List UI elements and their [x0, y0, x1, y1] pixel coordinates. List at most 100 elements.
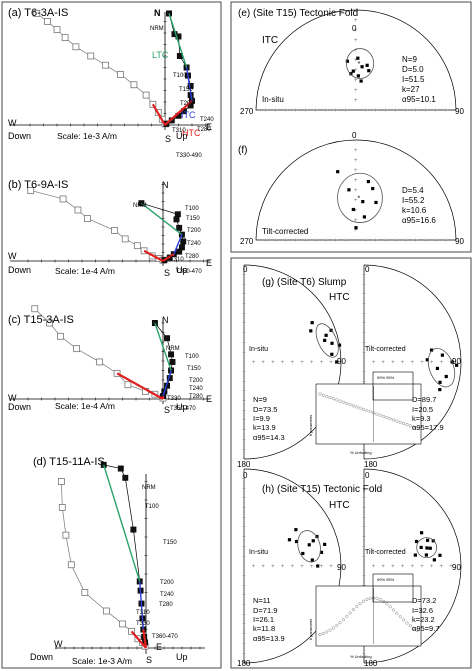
stereonet-point — [356, 74, 360, 78]
stereonet-cross: + — [374, 108, 378, 114]
left-panel-border — [1, 1, 222, 669]
fold-inset-curve-point — [341, 618, 345, 622]
slump-inset-curve-point — [392, 418, 396, 422]
quarter-net-cross: + — [362, 516, 366, 522]
zij-itc-fit — [139, 581, 144, 630]
svg-text:D=89.7: D=89.7 — [412, 395, 436, 404]
quarter-net-cross: + — [242, 447, 246, 453]
quarter-net-cross: + — [242, 651, 246, 657]
quarter-net-point — [335, 360, 339, 364]
quarter-net-cross: + — [320, 564, 324, 570]
quarter-net-point — [432, 558, 436, 562]
quarter-net-cross: + — [381, 564, 385, 570]
quarter-net-cross: + — [362, 302, 366, 308]
quarter-net-cross: + — [242, 486, 246, 492]
zij-label-t150: T150 — [163, 540, 177, 546]
stereonet-point — [351, 69, 355, 73]
quarter-net-point — [438, 380, 442, 384]
stereonet-cross: + — [364, 108, 368, 114]
quarter-net-cross: + — [310, 360, 314, 366]
fold-right-ninety: 90 — [452, 563, 461, 572]
svg-text:N=9: N=9 — [402, 55, 417, 64]
zij-label-t240: T240 — [200, 117, 214, 123]
zij-b-down: Down — [8, 265, 31, 275]
quarter-net-cross: + — [242, 525, 246, 531]
quarter-net-cross: + — [401, 360, 405, 366]
stereonet-cross: + — [394, 238, 398, 244]
fold-left-zero: 0 — [243, 471, 248, 480]
fold-inset-curve-point — [361, 599, 365, 603]
zij-label-t200: T200 — [160, 580, 174, 586]
svg-text:N=11: N=11 — [253, 596, 271, 605]
quarter-net-cross: + — [242, 312, 246, 318]
svg-text:D=5.4: D=5.4 — [402, 186, 424, 195]
slump-inset-curve-point — [358, 406, 362, 410]
quarter-net-cross: + — [362, 350, 366, 356]
zij-horizontal-point — [180, 238, 187, 245]
quarter-net-cross: + — [242, 273, 246, 279]
slump-inset-curve-point — [361, 407, 365, 411]
stereo-e-code: ITC — [262, 35, 278, 46]
zij-vertical-point — [142, 91, 150, 99]
stereonet-cross: + — [354, 148, 358, 154]
quarter-net-cross: + — [242, 428, 246, 434]
fold-right-net: +++++++++++++++++++++++++++ — [362, 468, 462, 664]
quarter-net-cross: + — [242, 516, 246, 522]
stereonet-cross: + — [344, 108, 348, 114]
stereonet-cross: + — [434, 108, 438, 114]
quarter-net-cross: + — [242, 535, 246, 541]
zij-vertical-point — [33, 10, 41, 17]
slump-left-180: 180 — [237, 460, 251, 469]
quarter-net-cross: + — [242, 379, 246, 385]
stereonet-cross: + — [334, 108, 338, 114]
stereonet-cross: + — [354, 38, 358, 44]
svg-text:I=51.5: I=51.5 — [402, 75, 425, 84]
svg-text:I=55.2: I=55.2 — [402, 196, 425, 205]
stereonets: ++++++++++ + + + + + + + + + + + + + + + + +*++++++++++ + +… — [242, 9, 462, 664]
stereonet-cross: + — [274, 238, 278, 244]
quarter-net-cross: + — [291, 564, 295, 570]
quarter-net-outline — [243, 264, 342, 460]
zij-label-nrm: NRM — [133, 203, 147, 209]
quarter-net-point — [287, 538, 292, 542]
stereonet-point — [356, 56, 360, 60]
quarter-net-cross: + — [362, 370, 366, 376]
fold-inset-curve-point — [402, 618, 406, 622]
quarter-net-cross: + — [271, 564, 275, 570]
zij-label-t100: T100 — [185, 206, 199, 212]
quarter-net-cross: + — [362, 554, 366, 560]
svg-text:k=11.8: k=11.8 — [253, 624, 275, 633]
quarter-net-point — [428, 546, 432, 550]
stereonet-cross: + — [424, 108, 428, 114]
slump-right-mode: Tilt-corrected — [365, 346, 406, 353]
stereonet-outline — [255, 9, 457, 111]
zij-label-t240: T240 — [189, 386, 203, 392]
quarter-net-cross: + — [242, 574, 246, 580]
zij-itc-fit — [173, 234, 183, 255]
slump-right-180: 180 — [364, 460, 378, 469]
slump-inset-curve-point — [331, 397, 335, 401]
fold-right-stats: D=73.2 I=32.6 k=23.2 α95=9.7 — [412, 596, 439, 633]
svg-text:I=9.9: I=9.9 — [253, 414, 270, 423]
zij-a-east: E — [206, 122, 212, 132]
stereonet-cross: + — [354, 228, 358, 234]
stereonet-point — [362, 215, 366, 219]
quarter-net-cross: + — [242, 331, 246, 337]
quarter-net-cross: + — [242, 321, 246, 327]
quarter-net-cross: + — [372, 564, 376, 570]
fold-inset-curve-point — [321, 631, 325, 635]
quarter-net-cross: + — [242, 282, 246, 288]
zij-label-t360-470: T360-470 — [152, 634, 178, 640]
zij-vertical-point — [121, 235, 129, 243]
zij-htc-fit-vertical — [151, 103, 166, 126]
quarter-net-cross: + — [281, 360, 285, 366]
quarter-net-cross: + — [261, 360, 265, 366]
quarter-net-cross: + — [242, 603, 246, 609]
svg-text:α95=14.3: α95=14.3 — [253, 433, 285, 442]
zij-c-down: Down — [8, 402, 31, 412]
zij-vertical-point — [46, 319, 53, 327]
quarter-net-point — [419, 545, 423, 550]
zij-label-t330: T330 — [136, 621, 150, 627]
fold-inset-curve-point — [318, 633, 322, 637]
stereonet-cross: + — [414, 108, 418, 114]
